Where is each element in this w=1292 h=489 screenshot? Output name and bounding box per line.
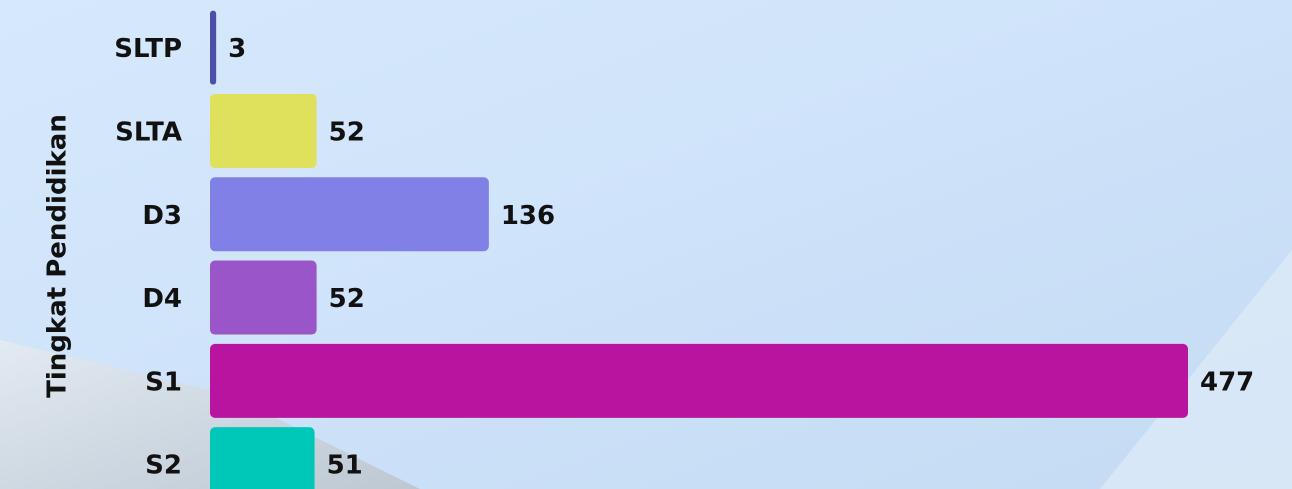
chart: Tingkat Pendidikan SLTP 3 SLTA 52 D3 136 D4 52 S… [0, 0, 1292, 489]
bar [210, 344, 1188, 418]
y-tick-label: D4 [142, 284, 182, 314]
page: Tingkat Pendidikan SLTP 3 SLTA 52 D3 136 D4 52 S… [0, 0, 1292, 489]
bar [210, 94, 317, 168]
y-tick-label: D3 [142, 201, 182, 231]
y-tick-label: S2 [145, 451, 182, 481]
y-tick-label: SLTA [115, 117, 182, 147]
y-axis-title: Tingkat Pendidikan [43, 114, 73, 398]
value-label: 477 [1200, 367, 1254, 397]
bar [210, 11, 216, 85]
value-label: 51 [327, 451, 363, 481]
value-label: 52 [329, 284, 365, 314]
value-label: 3 [228, 34, 246, 64]
bar [210, 427, 315, 489]
bar [210, 177, 489, 251]
value-label: 136 [501, 201, 555, 231]
y-tick-label: SLTP [114, 34, 182, 64]
y-tick-label: S1 [145, 367, 182, 397]
bar [210, 261, 317, 335]
value-label: 52 [329, 117, 365, 147]
